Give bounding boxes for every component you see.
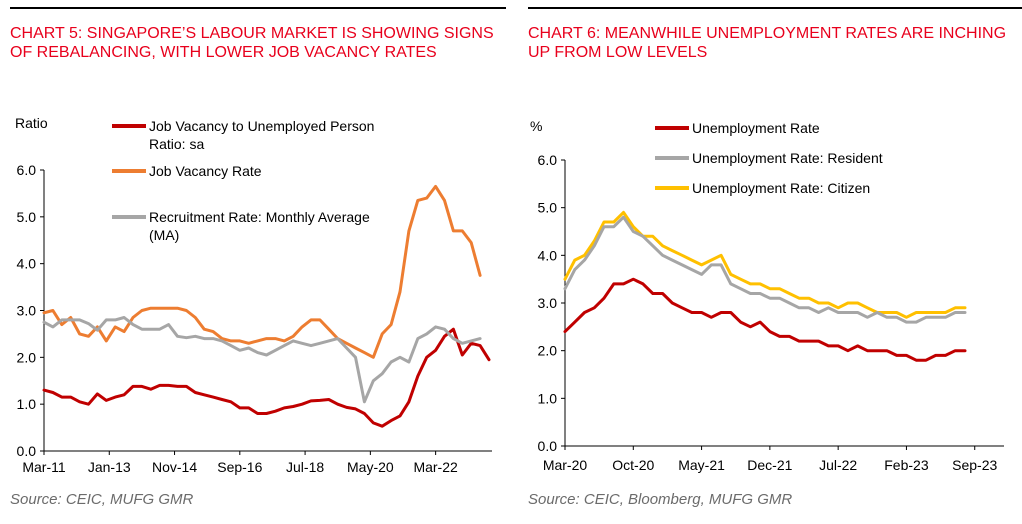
y-axis-label: % [530,118,542,134]
x-tick-label: Mar-20 [543,457,588,473]
source-note: Source: CEIC, Bloomberg, MUFG GMR [528,491,793,508]
x-tick-label: Feb-23 [884,457,929,473]
x-tick-label: Jan-13 [88,459,131,475]
top-rule [10,7,506,9]
series-line [563,210,967,319]
x-tick-label: Jul-22 [819,457,857,473]
x-tick-label: Nov-14 [152,459,197,475]
x-tick-label: May-20 [347,459,394,475]
series-line [563,277,967,362]
series-line [42,316,482,404]
x-tick-label: Jul-18 [286,459,324,475]
chart-6-panel: CHART 6: MEANWHILE UNEMPLOYMENT RATES AR… [518,0,1022,524]
y-tick-label: 2.0 [17,349,37,365]
legend-label: Job Vacancy Rate [149,163,262,179]
y-tick-label: 1.0 [538,390,558,406]
source-note: Source: CEIC, MUFG GMR [10,491,194,508]
legend-label: Recruitment Rate: Monthly Average (MA) [149,209,370,243]
y-tick-label: 0.0 [17,443,37,459]
legend-label: Unemployment Rate: Citizen [692,180,870,196]
x-tick-label: Dec-21 [747,457,792,473]
legend-label: Job Vacancy to Unemployed Person Ratio: s… [149,118,374,152]
y-tick-label: 1.0 [17,396,37,412]
y-tick-label: 4.0 [17,256,37,272]
x-tick-label: Mar-11 [22,459,66,475]
y-tick-label: 4.0 [538,247,558,263]
y-tick-label: 3.0 [17,303,37,319]
series-line [42,327,491,428]
y-tick-label: 3.0 [538,295,558,311]
series-line [42,184,482,359]
legend-label: Unemployment Rate [692,120,820,136]
y-tick-label: 2.0 [538,343,558,359]
y-tick-label: 0.0 [538,438,558,454]
x-tick-label: Mar-22 [413,459,458,475]
x-tick-label: Sep-23 [952,457,997,473]
y-tick-label: 5.0 [17,209,37,225]
top-rule [528,7,1022,9]
chart-title: CHART 6: MEANWHILE UNEMPLOYMENT RATES AR… [528,25,1007,61]
chart-title: CHART 5: SINGAPORE’S LABOUR MARKET IS SH… [10,25,494,61]
legend-label: Unemployment Rate: Resident [692,150,883,166]
series-line [563,215,967,324]
line-chart-plot: % 0.0 1.0 2.0 3.0 4.0 5.0 6.0 Mar-20 Oct-20 May-21… [530,118,1004,473]
x-tick-label: Sep-16 [217,459,262,475]
y-tick-label: 5.0 [538,200,558,216]
line-chart-plot: Ratio 0.0 1.0 2.0 3.0 4.0 5.0 6.0 Mar-11 Jan-13 No… [15,115,492,475]
y-axis-label: Ratio [15,115,48,131]
y-tick-label: 6.0 [17,162,37,178]
y-tick-label: 6.0 [538,152,558,168]
x-tick-label: Oct-20 [612,457,654,473]
x-tick-label: May-21 [678,457,725,473]
chart-5-panel: CHART 5: SINGAPORE’S LABOUR MARKET IS SH… [10,7,506,508]
